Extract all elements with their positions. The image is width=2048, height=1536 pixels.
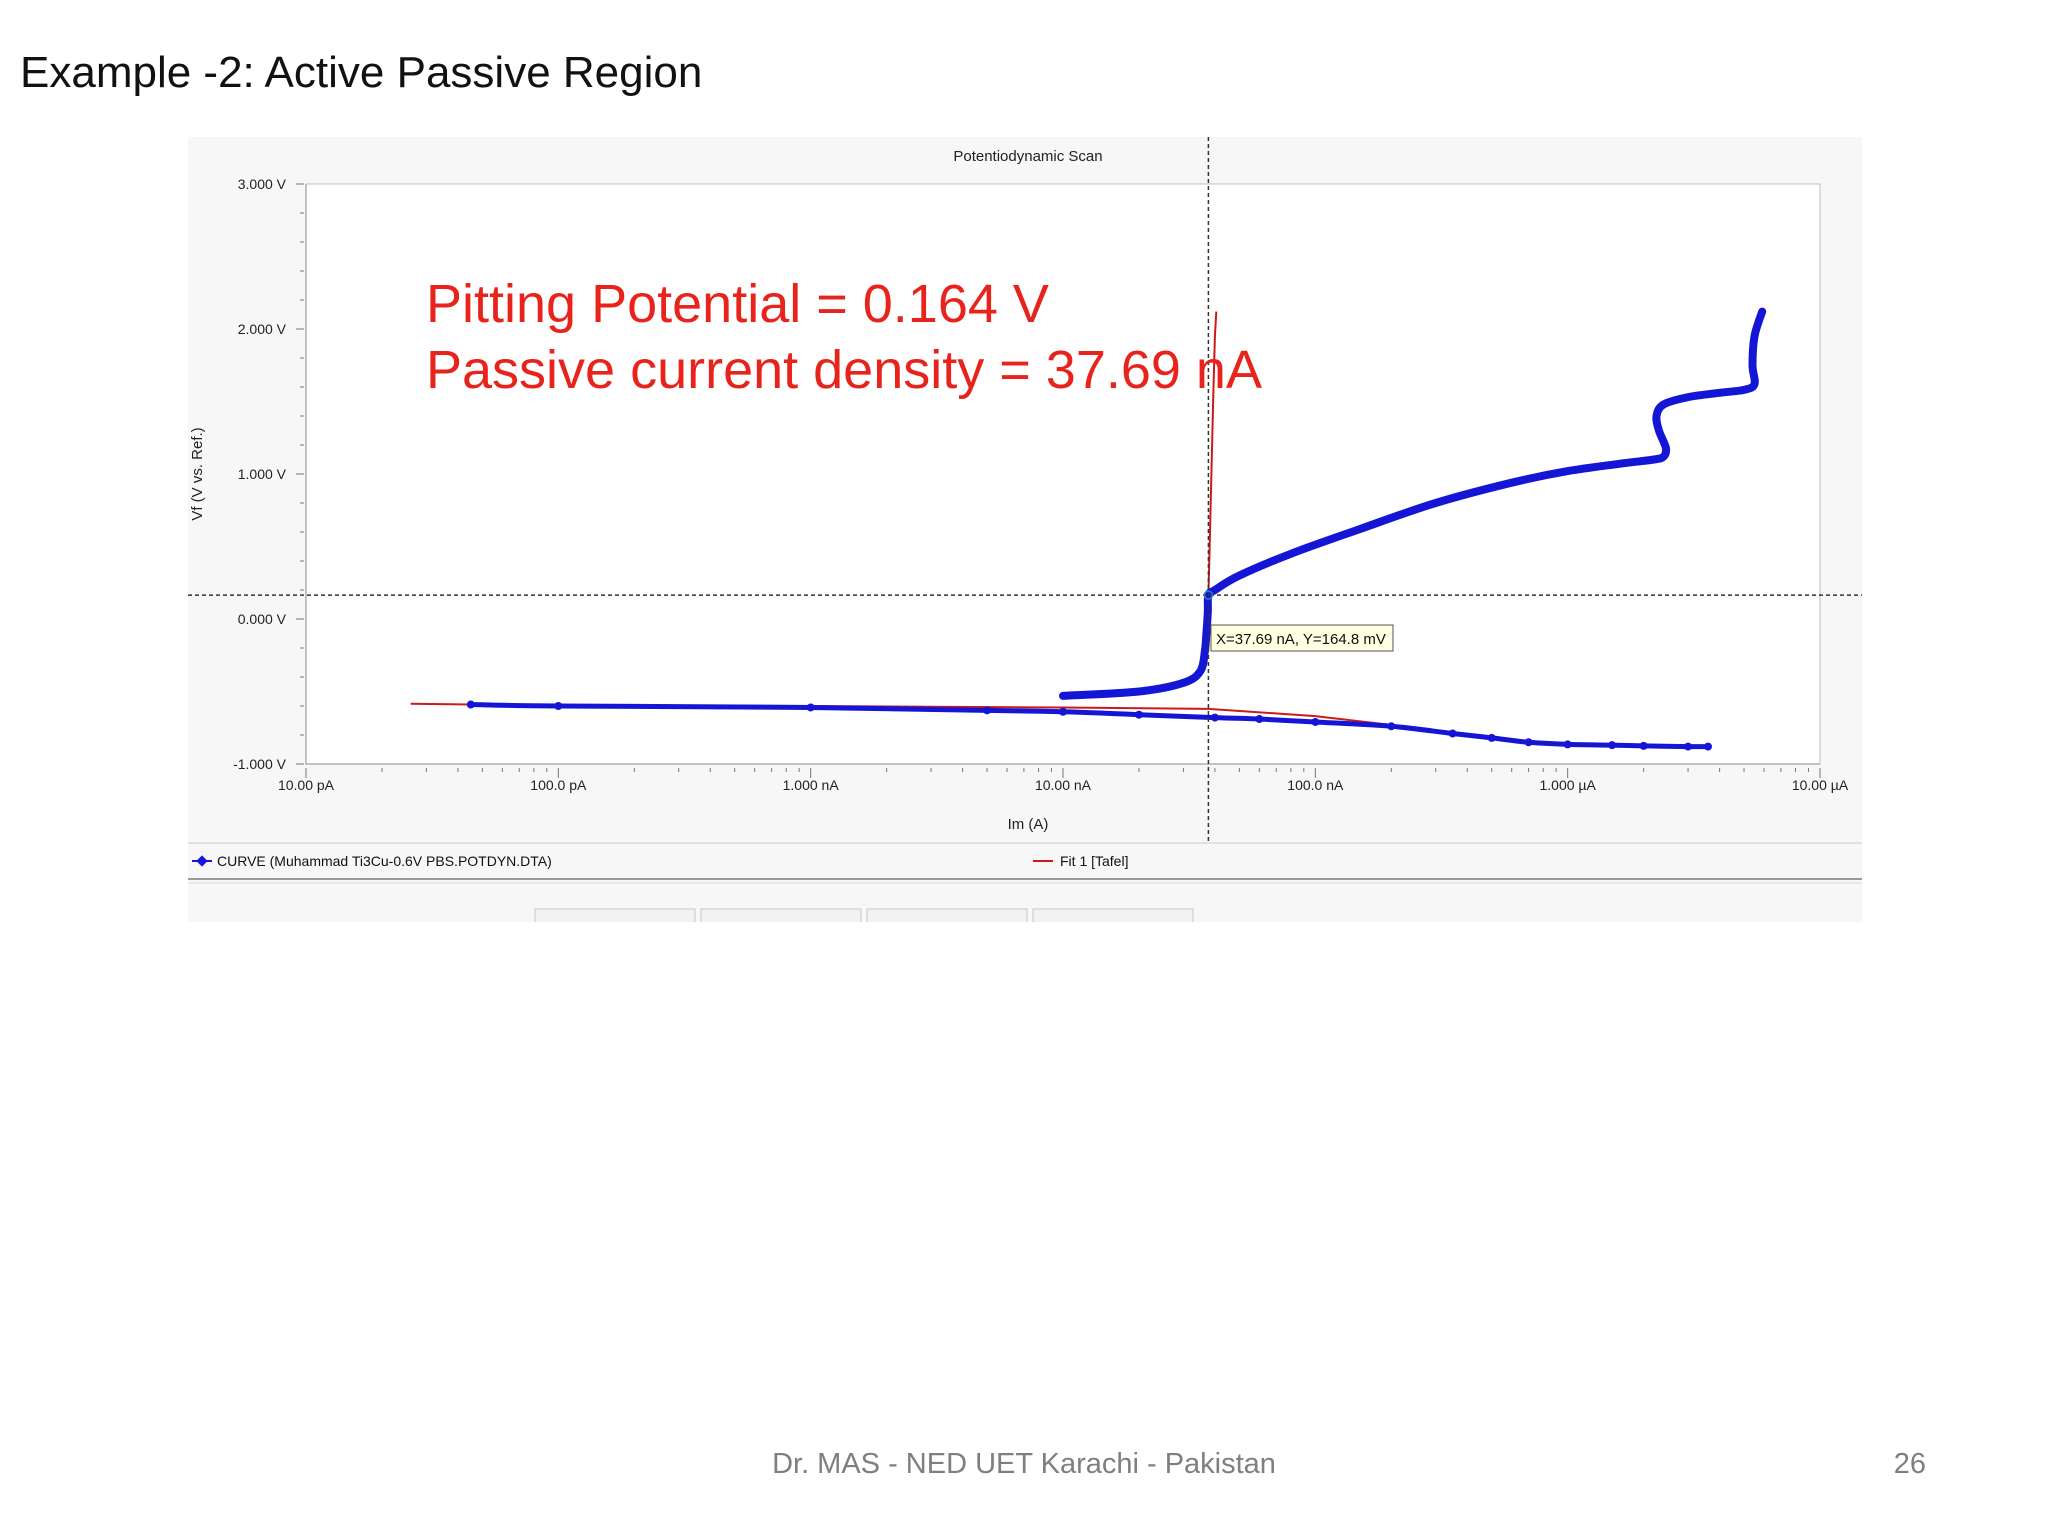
curve-point: [1311, 717, 1320, 726]
x-axis-label: Im (A): [1008, 816, 1049, 833]
toolbar-tab-3[interactable]: [866, 908, 1028, 924]
y-tick-label: 3.000 V: [238, 176, 287, 192]
toolbar-tab-4[interactable]: [1032, 908, 1194, 924]
x-tick-label: 10.00 pA: [278, 777, 335, 793]
annotation-passive-current: Passive current density = 37.69 nA: [426, 340, 1262, 400]
toolbar-tab-2[interactable]: [700, 908, 862, 924]
cursor-layer: [188, 137, 1862, 843]
curve-anodic-branch: [1059, 307, 1767, 700]
legend-fit: Fit 1 [Tafel]: [1033, 853, 1128, 869]
y-tick-label: 2.000 V: [238, 321, 287, 337]
curve-point: [1524, 738, 1533, 747]
x-tick-label: 100.0 nA: [1287, 777, 1344, 793]
curve-point: [1684, 742, 1693, 751]
y-tick-label: 1.000 V: [238, 466, 287, 482]
series-layer: [410, 307, 1767, 751]
legend-curve: CURVE (Muhammad Ti3Cu-0.6V PBS.POTDYN.DT…: [192, 853, 552, 869]
curve-point: [1134, 710, 1143, 719]
page-number: 26: [1893, 1448, 1926, 1480]
plot-area: [305, 183, 1821, 765]
cursor-point: [1203, 590, 1214, 600]
y-tick-label: 0.000 V: [238, 611, 287, 627]
slide-footer: Dr. MAS - NED UET Karachi - Pakistan: [772, 1448, 1276, 1480]
chart-panel: Potentiodynamic Scan Im (A) Vf (V vs. Re…: [188, 137, 1862, 924]
cursor-readout: X=37.69 nA, Y=164.8 mV: [1216, 631, 1386, 648]
curve-point: [554, 702, 563, 710]
curve-point: [1448, 729, 1457, 738]
curve-point: [1608, 741, 1617, 750]
slide-title: Example -2: Active Passive Region: [20, 48, 703, 97]
x-tick-label: 1.000 nA: [783, 777, 840, 793]
legend-fit-label: Fit 1 [Tafel]: [1060, 853, 1128, 869]
curve-point: [1059, 707, 1067, 716]
x-tick-label: 1.000 µA: [1540, 777, 1597, 793]
fit-anodic-line: [1207, 311, 1218, 596]
curve-point: [1563, 740, 1572, 749]
legend-curve-label: CURVE (Muhammad Ti3Cu-0.6V PBS.POTDYN.DT…: [217, 853, 552, 869]
axis-ticks: 10.00 pA 100.0 pA 1.000 nA 10.00 nA 100.0 nA…: [233, 176, 1849, 793]
y-axis-label: Vf (V vs. Ref.): [189, 427, 206, 520]
x-tick-label: 100.0 pA: [530, 777, 587, 793]
curve-point: [983, 706, 992, 715]
x-tick-label: 10.00 µA: [1792, 777, 1849, 793]
curve-point: [1255, 715, 1264, 724]
x-tick-label: 10.00 nA: [1035, 777, 1092, 793]
chart-title: Potentiodynamic Scan: [953, 148, 1102, 165]
toolbar-tab-1[interactable]: [534, 908, 696, 924]
y-tick-label: -1.000 V: [233, 756, 287, 772]
curve-point: [1639, 741, 1648, 750]
potentiodynamic-chart: Potentiodynamic Scan Im (A) Vf (V vs. Re…: [188, 137, 1862, 924]
curve-point: [1487, 733, 1496, 742]
cursor-readout-box: [1210, 624, 1394, 652]
curve-point: [1704, 742, 1713, 751]
curve-point: [1210, 713, 1219, 722]
annotation-pitting-potential: Pitting Potential = 0.164 V: [426, 274, 1049, 334]
curve-point: [806, 703, 815, 712]
curve-point: [466, 700, 475, 709]
curve-point: [1387, 722, 1396, 731]
